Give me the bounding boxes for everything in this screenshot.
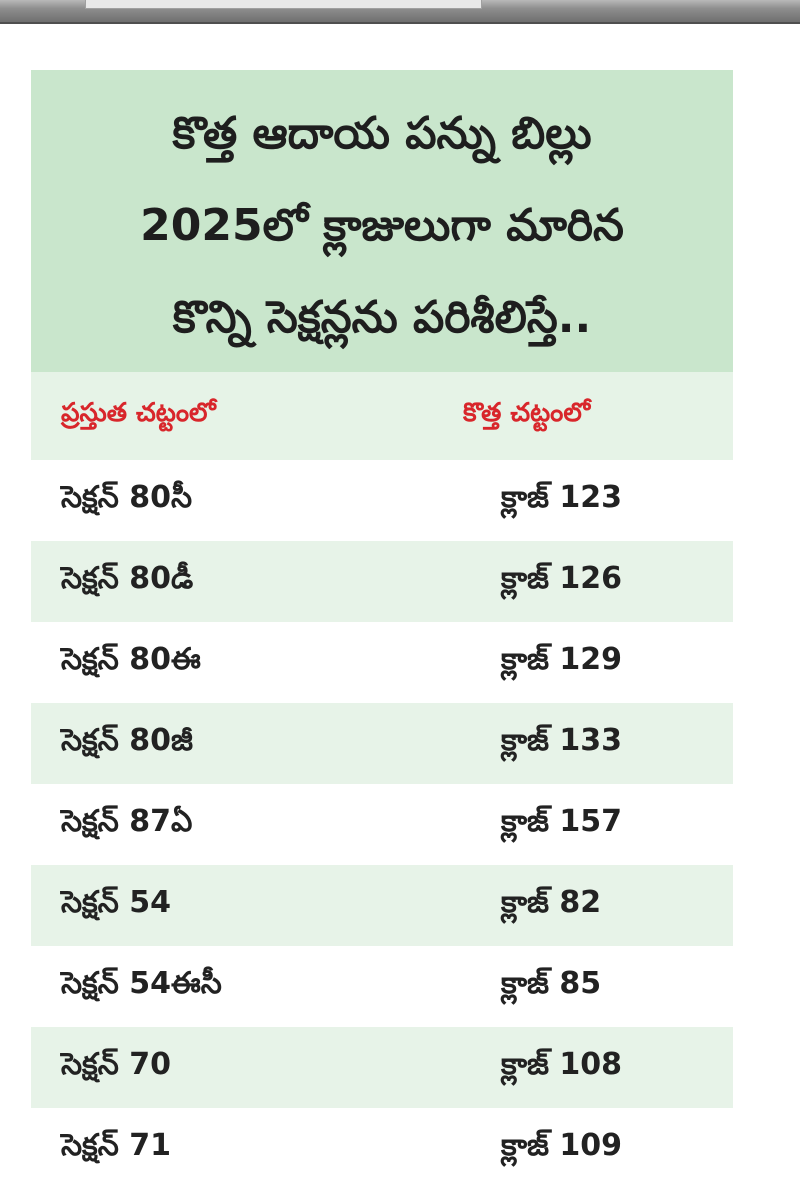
current-section-cell: సెక్షన్ 87ఏ	[61, 803, 193, 839]
current-section-cell: సెక్షన్ 54	[61, 884, 171, 920]
header-new-law: కొత్త చట్టంలో	[463, 398, 591, 428]
table-row: సెక్షన్ 54ఈసీ క్లాజ్ 85	[31, 946, 733, 1027]
new-clause-cell: క్లాజ్ 82	[501, 884, 602, 920]
title-line-1: కొత్త ఆదాయ పన్ను బిల్లు	[172, 108, 592, 159]
comparison-panel: కొత్త ఆదాయ పన్ను బిల్లు 2025లో క్లాజులుగ…	[31, 70, 733, 1189]
new-clause-cell: క్లాజ్ 108	[501, 1046, 623, 1082]
table-body: సెక్షన్ 80సీ క్లాజ్ 123 సెక్షన్ 80డీ క్ల…	[31, 460, 733, 1189]
header-current-law: ప్రస్తుత చట్టంలో	[61, 398, 216, 428]
new-clause-cell: క్లాజ్ 133	[501, 722, 623, 758]
new-clause-cell: క్లాజ్ 109	[501, 1127, 623, 1163]
table-row: సెక్షన్ 70 క్లాజ్ 108	[31, 1027, 733, 1108]
current-section-cell: సెక్షన్ 80జీ	[61, 722, 193, 758]
title-box: కొత్త ఆదాయ పన్ను బిల్లు 2025లో క్లాజులుగ…	[31, 70, 733, 372]
new-clause-cell: క్లాజ్ 157	[501, 803, 623, 839]
top-rule	[0, 0, 800, 24]
new-clause-cell: క్లాజ్ 85	[501, 965, 602, 1001]
new-clause-cell: క్లాజ్ 123	[501, 479, 623, 515]
table-row: సెక్షన్ 80డీ క్లాజ్ 126	[31, 541, 733, 622]
current-section-cell: సెక్షన్ 54ఈసీ	[61, 965, 222, 1001]
current-section-cell: సెక్షన్ 70	[61, 1046, 171, 1082]
top-tab	[85, 0, 482, 9]
table-header-row: ప్రస్తుత చట్టంలో కొత్త చట్టంలో	[31, 372, 733, 460]
table-row: సెక్షన్ 80జీ క్లాజ్ 133	[31, 703, 733, 784]
current-section-cell: సెక్షన్ 71	[61, 1127, 171, 1163]
new-clause-cell: క్లాజ్ 129	[501, 641, 623, 677]
table-row: సెక్షన్ 54 క్లాజ్ 82	[31, 865, 733, 946]
new-clause-cell: క్లాజ్ 126	[501, 560, 623, 596]
title-line-3: కొన్ని సెక్షన్లను పరిశీలిస్తే..	[172, 292, 592, 343]
table-row: సెక్షన్ 87ఏ క్లాజ్ 157	[31, 784, 733, 865]
current-section-cell: సెక్షన్ 80సీ	[61, 479, 193, 515]
current-section-cell: సెక్షన్ 80ఈ	[61, 641, 201, 677]
current-section-cell: సెక్షన్ 80డీ	[61, 560, 194, 596]
table-row: సెక్షన్ 71 క్లాజ్ 109	[31, 1108, 733, 1189]
table-row: సెక్షన్ 80ఈ క్లాజ్ 129	[31, 622, 733, 703]
table-row: సెక్షన్ 80సీ క్లాజ్ 123	[31, 460, 733, 541]
title-line-2: 2025లో క్లాజులుగా మారిన	[140, 200, 624, 251]
